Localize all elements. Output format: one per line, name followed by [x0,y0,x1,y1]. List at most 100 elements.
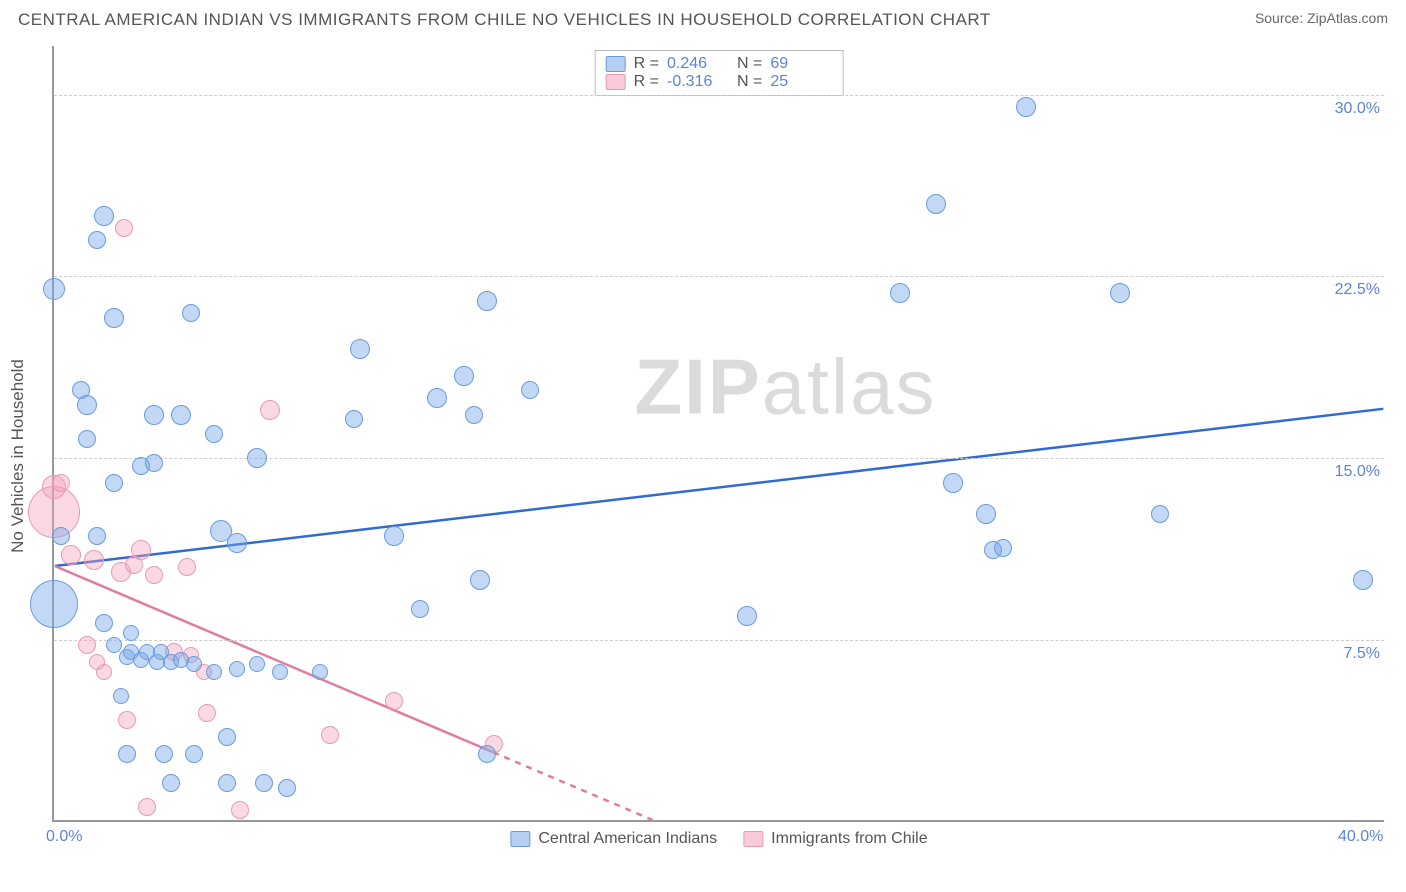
blue-point [206,664,222,680]
pink-point [178,558,196,576]
legend-item-pink: Immigrants from Chile [743,830,927,848]
blue-point [52,527,70,545]
legend-item-blue: Central American Indians [510,830,717,848]
r-value: 0.246 [667,55,729,73]
pink-point [231,801,249,819]
chart-header: CENTRAL AMERICAN INDIAN VS IMMIGRANTS FR… [0,0,1406,36]
blue-point [249,656,265,672]
blue-point [106,637,122,653]
pink-point [138,798,156,816]
blue-point [350,339,370,359]
pink-swatch-icon [606,74,626,90]
source-value: ZipAtlas.com [1307,10,1388,26]
y-tick-label: 30.0% [1335,100,1380,118]
pink-point [198,704,216,722]
blue-point [994,539,1012,557]
blue-point [104,308,124,328]
blue-point [890,283,910,303]
y-tick-label: 7.5% [1344,645,1380,663]
blue-point [162,774,180,792]
pink-point [118,711,136,729]
pink-point [61,545,81,565]
watermark-suffix: atlas [762,342,937,430]
pink-point [260,400,280,420]
gridline [54,95,1384,96]
x-tick-label: 40.0% [1338,828,1383,846]
blue-point [218,728,236,746]
series-legend: Central American Indians Immigrants from… [510,830,927,848]
blue-point [521,381,539,399]
y-tick-label: 22.5% [1335,281,1380,299]
blue-point [1016,97,1036,117]
gridline [54,640,1384,641]
legend-label: Immigrants from Chile [771,830,927,848]
blue-point [113,688,129,704]
blue-point [477,291,497,311]
blue-point [976,504,996,524]
y-tick-label: 15.0% [1335,463,1380,481]
y-axis-label: No Vehicles in Household [8,359,28,553]
blue-point [943,473,963,493]
blue-point [185,745,203,763]
watermark-prefix: ZIP [634,342,761,430]
n-value: 25 [770,73,832,91]
pink-point [78,636,96,654]
blue-point [247,448,267,468]
blue-point [737,606,757,626]
blue-point [427,388,447,408]
blue-point [926,194,946,214]
n-value: 69 [770,55,832,73]
r-value: -0.316 [667,73,729,91]
blue-swatch-icon [606,56,626,72]
pink-point [131,540,151,560]
blue-point [1110,283,1130,303]
blue-point [95,614,113,632]
pink-point [321,726,339,744]
legend-row-blue: R = 0.246 N = 69 [606,55,833,73]
legend-row-pink: R = -0.316 N = 25 [606,73,833,91]
blue-point [94,206,114,226]
scatter-chart: ZIPatlas R = 0.246 N = 69 R = -0.316 N =… [52,46,1384,822]
blue-point [155,745,173,763]
pink-swatch-icon [743,831,763,847]
blue-point [144,405,164,425]
blue-point [88,527,106,545]
blue-point [278,779,296,797]
blue-point [186,656,202,672]
blue-point [145,454,163,472]
blue-point [255,774,273,792]
r-label: R = [634,73,659,91]
pink-point [145,566,163,584]
blue-point [171,405,191,425]
n-label: N = [737,73,762,91]
pink-point [52,474,70,492]
blue-point [77,395,97,415]
chart-source: Source: ZipAtlas.com [1255,10,1388,26]
pink-point [385,692,403,710]
blue-point [123,625,139,641]
blue-point [227,533,247,553]
blue-point [78,430,96,448]
blue-point [478,745,496,763]
blue-point [43,278,65,300]
legend-label: Central American Indians [538,830,717,848]
chart-title: CENTRAL AMERICAN INDIAN VS IMMIGRANTS FR… [18,10,991,30]
pink-point [96,664,112,680]
blue-point [454,366,474,386]
blue-point [312,664,328,680]
blue-point [182,304,200,322]
watermark: ZIPatlas [634,341,936,432]
r-label: R = [634,55,659,73]
blue-point [384,526,404,546]
blue-point [470,570,490,590]
trendline-svg [54,46,1384,820]
source-label: Source: [1255,10,1307,26]
blue-swatch-icon [510,831,530,847]
blue-point [1151,505,1169,523]
correlation-legend: R = 0.246 N = 69 R = -0.316 N = 25 [595,50,844,96]
blue-point [229,661,245,677]
pink-point [84,550,104,570]
blue-point [272,664,288,680]
blue-point [30,580,78,628]
blue-point [218,774,236,792]
